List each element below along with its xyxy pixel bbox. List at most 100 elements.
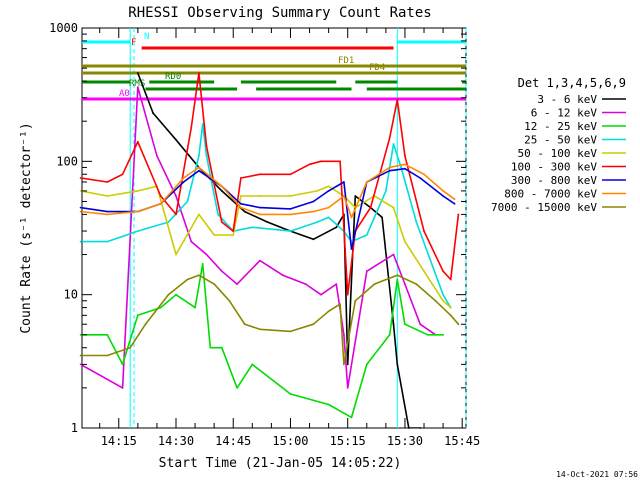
flag-label-f: F	[131, 38, 136, 48]
data-point-0-14	[381, 216, 383, 219]
data-point-7-9	[289, 213, 292, 216]
legend-label-1: 6 - 12 keV	[531, 107, 598, 120]
data-point-8-21	[449, 314, 452, 317]
data-point-8-17	[373, 283, 376, 285]
x-tick-label-6: 15:45	[444, 434, 480, 448]
data-point-5-26	[457, 213, 460, 216]
data-point-6-15	[388, 169, 391, 172]
data-point-8-20	[434, 299, 437, 302]
data-point-3-20	[415, 221, 418, 224]
data-point-5-13	[289, 173, 292, 176]
data-point-1-5	[190, 240, 193, 243]
data-point-3-5	[198, 154, 200, 157]
data-point-2-11	[251, 363, 254, 366]
data-point-3-19	[400, 166, 402, 169]
data-point-2-4	[159, 306, 162, 309]
series-line-8	[82, 274, 460, 366]
data-point-3-10	[251, 226, 254, 229]
data-point-3-3	[167, 221, 170, 224]
data-point-8-19	[415, 283, 418, 285]
data-point-7-1	[106, 213, 109, 216]
data-point-6-18	[442, 195, 444, 197]
data-point-0-9	[335, 226, 338, 229]
data-point-6-16	[404, 167, 406, 170]
x-axis-label: Start Time (21-Jan-05 14:05:22)	[159, 456, 402, 471]
data-point-6-1	[106, 210, 109, 213]
data-point-1-2	[136, 86, 139, 89]
data-point-2-16	[388, 333, 391, 336]
data-point-3-13	[327, 216, 330, 219]
data-point-0-2	[175, 138, 177, 141]
data-point-4-12	[327, 185, 330, 188]
data-point-0-0	[136, 72, 139, 74]
data-point-0-11	[346, 363, 349, 366]
x-tick-label-3: 15:00	[272, 434, 308, 448]
data-point-2-6	[194, 306, 197, 309]
data-point-2-3	[136, 314, 139, 317]
data-point-5-21	[396, 98, 399, 101]
data-point-7-16	[404, 163, 406, 166]
data-point-8-4	[167, 293, 170, 296]
data-point-5-2	[121, 173, 124, 176]
data-point-2-5	[175, 293, 177, 296]
data-point-0-4	[220, 190, 223, 192]
axes-layer: 1 10 100 1000 14:15 14:30 14:45 15:00 15:15 15:30…	[49, 21, 480, 448]
legend-label-5: 100 - 300 keV	[511, 161, 597, 174]
x-tick-label-5: 15:30	[387, 434, 423, 448]
data-point-8-6	[198, 274, 200, 277]
data-point-7-0	[79, 210, 82, 213]
series-line-4	[82, 185, 452, 309]
series-line-0	[137, 72, 421, 428]
data-point-5-8	[205, 145, 208, 148]
data-point-3-8	[217, 213, 219, 216]
data-point-2-10	[236, 387, 239, 389]
data-point-4-7	[232, 234, 235, 236]
data-point-4-18	[442, 299, 444, 302]
data-point-6-17	[419, 177, 422, 179]
data-point-1-0	[79, 363, 82, 366]
data-point-1-17	[392, 253, 395, 256]
chart-title: RHESSI Observing Summary Count Rates	[128, 5, 431, 21]
data-point-6-9	[289, 208, 292, 210]
data-point-0-15	[392, 323, 395, 326]
data-point-3-6	[201, 123, 204, 126]
data-point-7-10	[312, 210, 315, 213]
data-point-0-18	[419, 427, 422, 429]
y-axis-label: Count Rate (s⁻¹ detector⁻¹)	[19, 122, 34, 333]
data-point-5-17	[346, 293, 349, 296]
legend-label-0: 3 - 6 keV	[537, 93, 597, 106]
data-point-5-24	[442, 270, 444, 273]
data-point-7-11	[327, 206, 330, 209]
data-point-2-7	[201, 263, 204, 265]
data-point-3-2	[136, 230, 139, 233]
data-point-5-10	[232, 230, 235, 233]
data-point-4-6	[213, 234, 216, 236]
flag-label-rd0: RD0	[165, 72, 181, 82]
data-point-7-8	[259, 213, 261, 216]
data-point-3-11	[289, 230, 292, 233]
data-point-6-7	[240, 202, 242, 205]
data-point-6-10	[312, 200, 315, 203]
data-point-6-0	[79, 206, 82, 209]
flag-label-rms: RMS	[129, 79, 145, 89]
data-point-7-5	[198, 166, 200, 169]
legend-label-6: 300 - 800 keV	[511, 174, 597, 187]
data-point-5-12	[259, 173, 261, 176]
data-point-7-19	[453, 198, 456, 201]
data-point-2-13	[327, 403, 330, 406]
data-point-4-8	[240, 195, 242, 197]
data-point-2-12	[289, 393, 292, 395]
data-point-3-4	[186, 200, 189, 203]
data-point-1-8	[236, 283, 239, 285]
x-tick-label-4: 15:15	[330, 434, 366, 448]
legend-label-3: 25 - 50 keV	[524, 134, 597, 147]
data-point-6-5	[198, 169, 200, 172]
data-point-3-17	[385, 190, 387, 192]
timestamp: 14-Oct-2021 07:56	[556, 470, 638, 479]
data-point-3-18	[392, 143, 395, 145]
data-point-5-4	[159, 195, 162, 197]
data-point-1-11	[304, 283, 307, 285]
legend-label-2: 12 - 25 keV	[524, 120, 597, 133]
